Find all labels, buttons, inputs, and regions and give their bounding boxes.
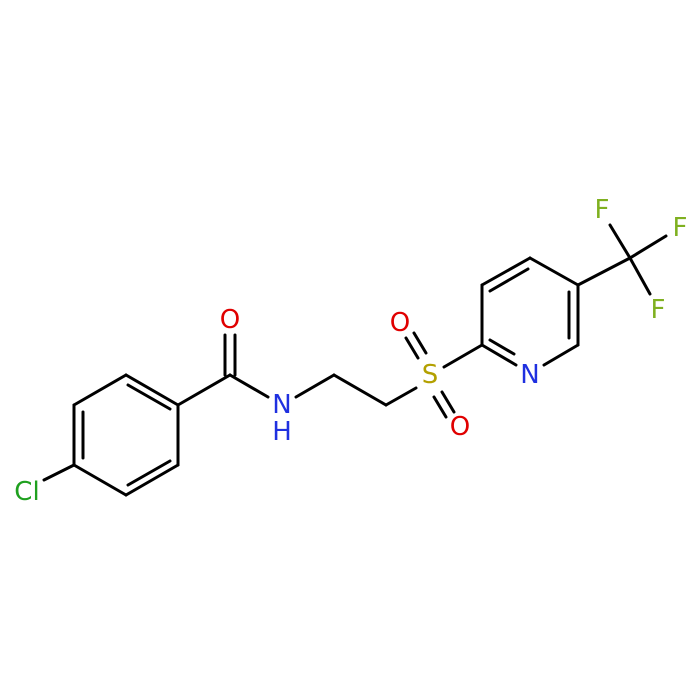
atom-label: O	[390, 308, 410, 338]
atom-label: F	[673, 213, 688, 243]
atom-label: F	[595, 195, 610, 225]
bond	[332, 373, 388, 407]
bond	[412, 331, 428, 355]
atom-label: H	[272, 417, 292, 447]
bond	[442, 343, 484, 369]
bond	[528, 256, 580, 287]
bond	[480, 256, 532, 287]
bond	[384, 386, 418, 407]
bond	[126, 383, 172, 411]
atom-labels: Cl O N H S O O N F F F	[14, 195, 687, 507]
bonds	[42, 223, 668, 497]
bond	[42, 463, 76, 482]
bond	[404, 336, 420, 360]
bond	[488, 338, 516, 356]
atom-label: S	[422, 360, 439, 390]
bond	[608, 223, 632, 260]
atom-label: O	[450, 412, 470, 442]
bond	[432, 395, 448, 419]
bond	[628, 256, 652, 296]
bond	[228, 373, 270, 399]
bond	[488, 267, 530, 293]
bond	[126, 459, 172, 487]
bond	[176, 373, 232, 407]
bond	[628, 234, 668, 260]
bond	[124, 373, 180, 407]
bond	[542, 343, 580, 367]
bond	[72, 463, 128, 497]
atom-label: N	[520, 360, 539, 390]
bond	[294, 373, 336, 399]
atom-label: F	[651, 295, 666, 325]
bond	[576, 256, 632, 287]
bond	[124, 463, 180, 497]
bond	[72, 373, 128, 407]
atom-label: Cl	[14, 477, 39, 507]
atom-label: O	[220, 305, 240, 335]
bond	[440, 390, 456, 414]
atom-label: N	[272, 390, 291, 420]
bond	[480, 343, 518, 367]
